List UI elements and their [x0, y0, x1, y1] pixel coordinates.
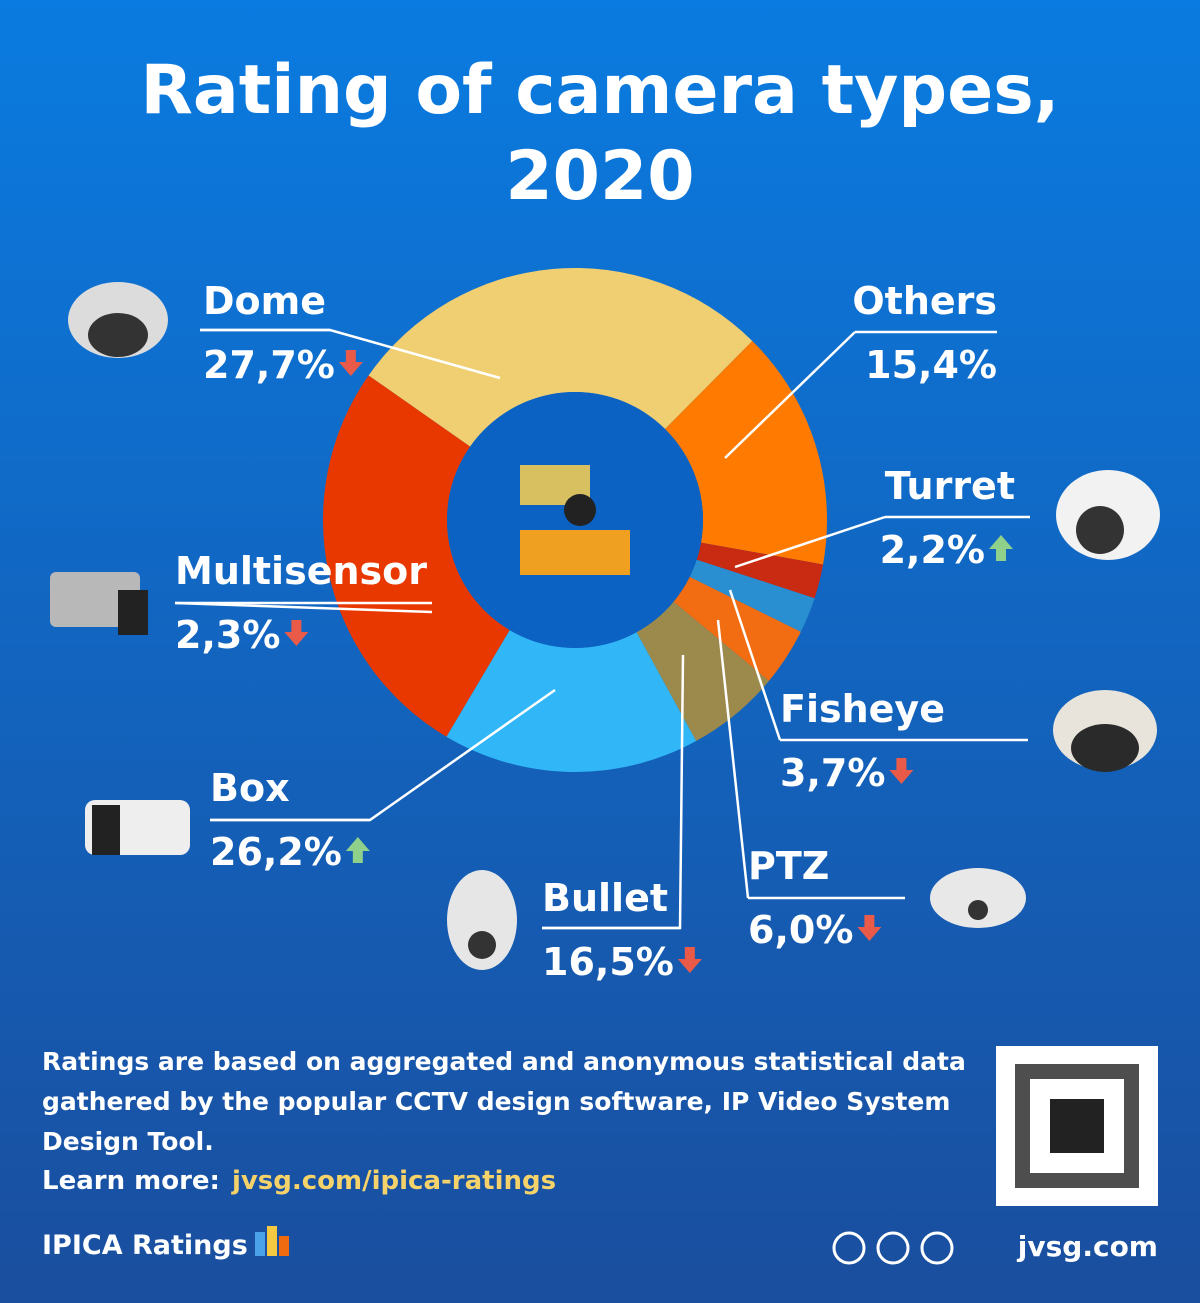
- trend-arrow: [284, 620, 309, 646]
- category-label: Bullet: [542, 876, 668, 920]
- pie-slice: [673, 576, 801, 681]
- value-label: 16,5%: [542, 940, 674, 984]
- category-label: Dome: [203, 279, 326, 323]
- learn-more-label: Learn more:: [42, 1166, 220, 1196]
- camera-icons: [50, 282, 1160, 1265]
- footer-note: Ratings are based on aggregated and anon…: [42, 1047, 966, 1156]
- pie-slice: [323, 375, 510, 737]
- brand: IPICA Ratings: [42, 1230, 248, 1261]
- leader-line: [200, 328, 501, 380]
- leader-line: [724, 331, 856, 459]
- link[interactable]: jvsg.com/ipica-ratings: [231, 1166, 557, 1196]
- value-label: 15,4%: [865, 343, 997, 387]
- trend-arrow: [857, 915, 882, 941]
- pie-slices: [323, 268, 828, 772]
- pie-slice: [368, 268, 753, 447]
- category-label: Turret: [885, 464, 1015, 508]
- category-label: Others: [852, 279, 997, 323]
- leader-line: [174, 601, 433, 614]
- value-label: 2,3%: [175, 613, 280, 657]
- trend-arrow: [889, 758, 914, 784]
- value-label: 27,7%: [203, 343, 335, 387]
- pie-slice: [446, 630, 697, 772]
- trend-arrow: [677, 947, 702, 973]
- category-label: PTZ: [748, 844, 829, 888]
- chart-title: Rating of camera types, 2020: [140, 51, 1060, 216]
- category-label: Fisheye: [780, 687, 945, 731]
- learn-more: Learn more: jvsg.com/ipica-ratings: [42, 1166, 556, 1196]
- value-label: 6,0%: [748, 908, 853, 952]
- trend-arrow: [338, 350, 363, 376]
- site[interactable]: jvsg.com: [1017, 1230, 1158, 1263]
- category-label: Box: [210, 766, 290, 810]
- leader-line: [542, 654, 685, 930]
- leader-line: [716, 619, 750, 899]
- pie-slice: [696, 542, 824, 599]
- trend-arrow: [345, 837, 370, 863]
- pie-slice: [636, 601, 769, 741]
- trend-arrow: [989, 535, 1013, 561]
- value-label: 3,7%: [780, 751, 885, 795]
- leader-line: [728, 589, 782, 741]
- category-label: Multisensor: [175, 549, 427, 593]
- leader-line: [734, 515, 886, 569]
- value-label: 26,2%: [210, 830, 342, 874]
- value-label: 2,2%: [880, 528, 985, 572]
- leader-line: [210, 688, 556, 822]
- pie-slice: [689, 559, 815, 632]
